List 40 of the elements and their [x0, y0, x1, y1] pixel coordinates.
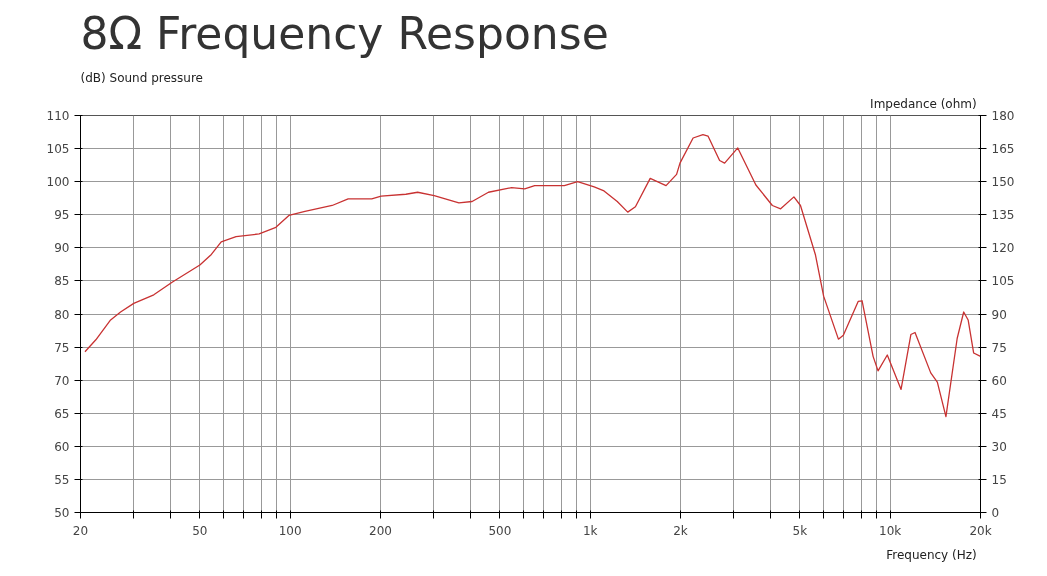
x-tick-label: 50	[192, 523, 208, 538]
y-tick-label: 60	[54, 439, 70, 454]
y2-tick-label: 90	[991, 307, 1007, 322]
y-tick-label: 105	[46, 142, 70, 157]
y-tick-label: 90	[54, 241, 70, 256]
y2-tick-label: 135	[991, 208, 1015, 223]
y2-tick-label: 0	[991, 506, 1000, 520]
y-tick-label: 65	[54, 406, 70, 421]
y2-tick-label: 30	[991, 439, 1007, 454]
x-tick-label: 10k	[879, 523, 902, 538]
y2-tick-label: 120	[991, 241, 1015, 256]
y-tick-label: 95	[54, 208, 70, 223]
y-tick-label: 50	[54, 506, 70, 520]
x-tick-label: 20	[72, 523, 89, 538]
y-axis-title: (dB) Sound pressure	[80, 70, 203, 85]
y-tick-label: 70	[54, 373, 70, 388]
y2-axis-title: Impedance (ohm)	[870, 96, 977, 111]
y-tick-label: 80	[54, 307, 70, 322]
chart-title: 8Ω Frequency Response	[80, 7, 609, 59]
y2-tick-label: 105	[991, 274, 1015, 289]
y2-tick-label: 165	[991, 142, 1015, 157]
x-tick-label: 5k	[792, 523, 808, 538]
y2-tick-label: 150	[991, 175, 1015, 190]
x-tick-label: 1k	[582, 523, 598, 538]
y-tick-label: 85	[54, 274, 70, 289]
y-tick-label: 75	[54, 340, 70, 355]
y2-tick-label: 60	[991, 373, 1007, 388]
x-axis-title: Frequency (Hz)	[886, 547, 977, 562]
y2-tick-label: 45	[991, 406, 1007, 421]
x-tick-label: 100	[278, 523, 302, 538]
x-tick-label: 2k	[673, 523, 688, 538]
y-tick-label: 100	[46, 175, 70, 190]
y2-tick-label: 75	[991, 340, 1007, 355]
y-tick-label: 110	[46, 109, 70, 123]
x-tick-label: 200	[369, 523, 392, 538]
y2-tick-label: 180	[991, 109, 1015, 123]
x-tick-label: 500	[488, 523, 512, 538]
x-tick-label: 20k	[969, 523, 992, 538]
y-tick-label: 55	[54, 472, 70, 487]
y2-tick-label: 15	[991, 472, 1007, 487]
